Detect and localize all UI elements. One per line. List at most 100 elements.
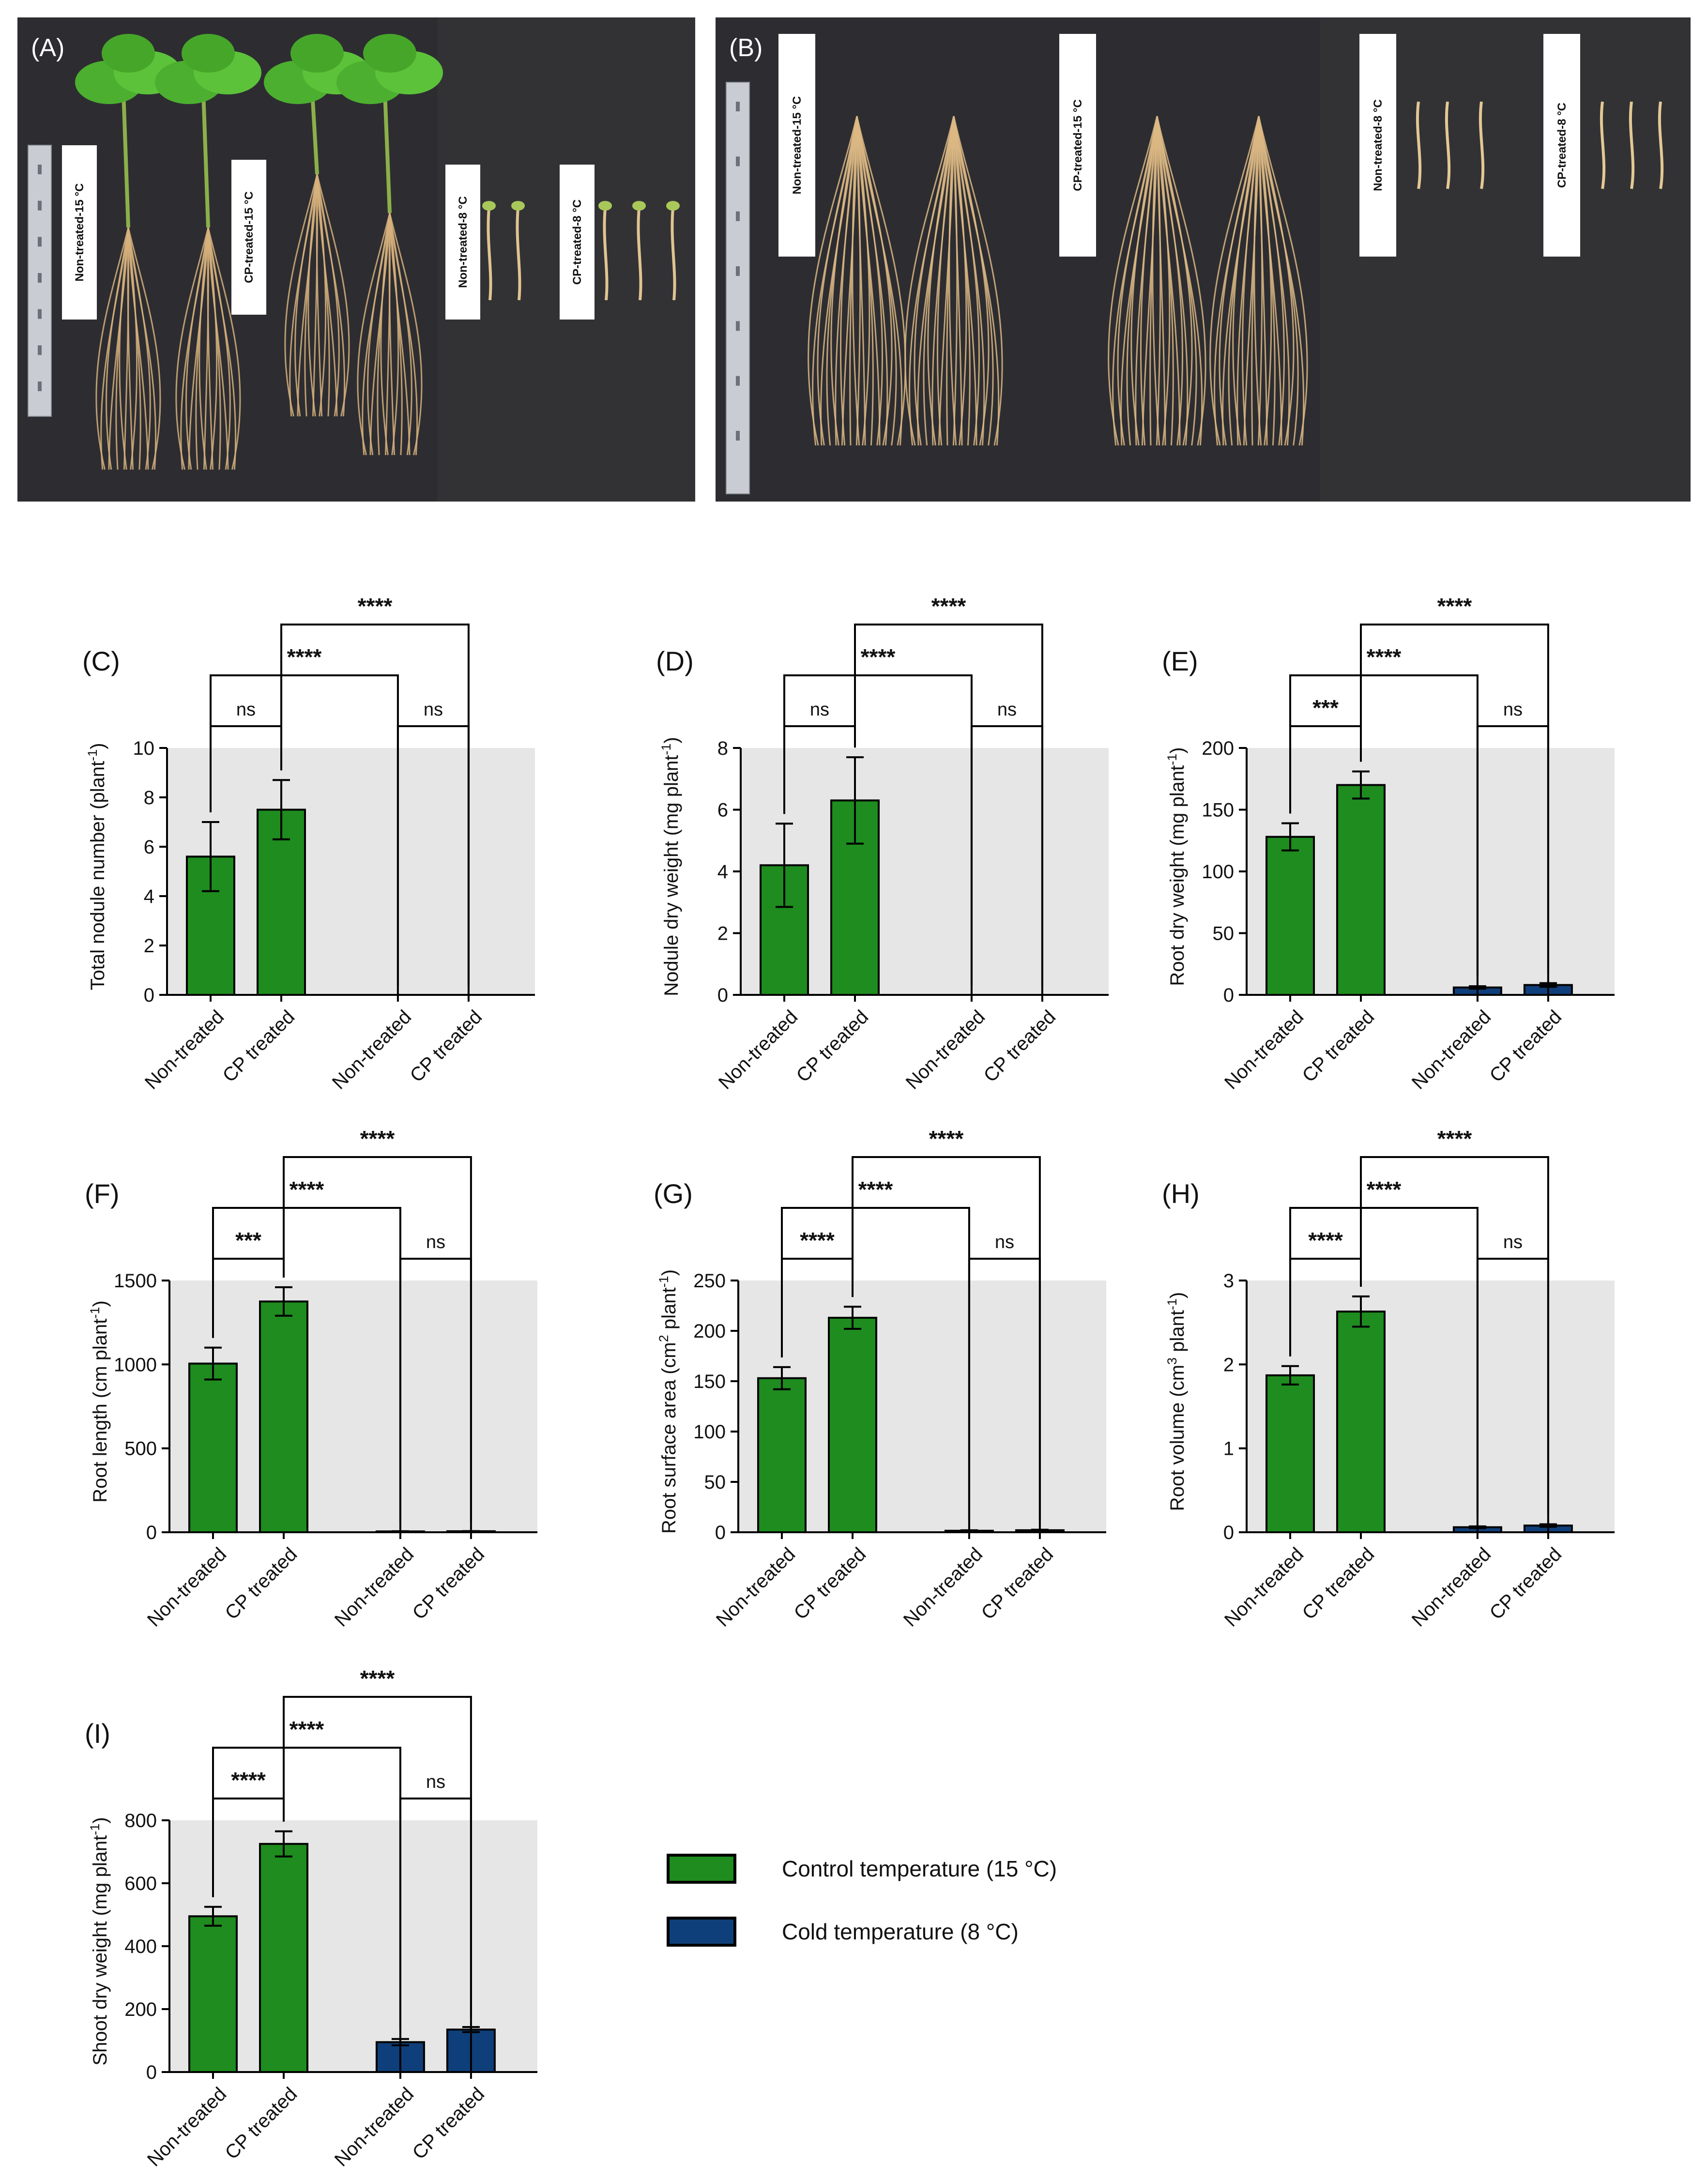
seedling-leaf xyxy=(666,201,680,211)
photo-tag: Non-treated-8 °C xyxy=(1359,34,1396,257)
x-tick-label: Non-treated xyxy=(141,1006,228,1093)
y-axis-label-superscript: -1 xyxy=(1165,754,1179,765)
photo-tag-card xyxy=(1359,34,1396,257)
significance-label: **** xyxy=(290,1177,324,1202)
y-tick-label: 0 xyxy=(717,985,728,1006)
significance-label: ns xyxy=(424,700,443,720)
x-tick-label: CP treated xyxy=(1298,1543,1379,1624)
ruler-mark xyxy=(736,431,740,441)
photo-tag-label: CP-treated-15 °C xyxy=(243,191,256,283)
bar-control xyxy=(188,1362,238,1534)
photo-tag: Non-treated-8 °C xyxy=(445,165,480,320)
significance-label: ns xyxy=(1503,1232,1523,1252)
x-tick-label: CP treated xyxy=(219,1006,299,1086)
y-tick-label: 150 xyxy=(1202,800,1234,821)
x-tick-label: Non-treated xyxy=(143,1543,230,1631)
significance-bracket: **** xyxy=(1360,594,1549,974)
y-axis-label-text: Root dry weight (mg plant xyxy=(1167,765,1188,986)
y-axis-label: Nodule dry weight (mg plant-1) xyxy=(659,737,682,996)
ruler-mark xyxy=(736,376,740,386)
bar-chart-panel: 0 50 100 150 200 250 Root surface area (cm2 pl… xyxy=(654,1126,1106,1631)
y-tick-label: 2 xyxy=(144,935,154,957)
y-tick-label: 1000 xyxy=(114,1354,157,1375)
y-axis-label-text: plant xyxy=(658,1287,680,1335)
significance-bracket: **** xyxy=(1360,1126,1549,1515)
significance-line xyxy=(280,624,470,985)
significance-label: ns xyxy=(236,700,256,720)
x-tick-label: Non-treated xyxy=(715,1006,802,1093)
seedling xyxy=(637,208,642,301)
y-tick-label: 100 xyxy=(1202,861,1234,883)
y-tick-label: 150 xyxy=(693,1371,726,1392)
y-tick-label: 500 xyxy=(124,1438,157,1460)
significance-label: **** xyxy=(360,1666,395,1691)
legend-swatch xyxy=(667,1917,736,1947)
photo-tag-card xyxy=(62,145,97,320)
significance-line xyxy=(854,624,1043,985)
plant-stem xyxy=(122,91,130,228)
plant-stem xyxy=(201,91,210,228)
y-axis-label-text: ) xyxy=(90,1817,111,1823)
ruler-mark xyxy=(38,165,42,174)
leaf xyxy=(182,34,235,73)
y-axis-label-text: plant xyxy=(1167,1310,1188,1357)
legend-label: Control temperature (15 °C) xyxy=(782,1856,1057,1881)
x-tick-label: Non-treated xyxy=(331,2083,418,2170)
plant-stem xyxy=(310,91,319,175)
photo-tag-card xyxy=(1059,34,1096,257)
y-tick-label: 0 xyxy=(1223,1522,1234,1543)
y-axis-label-superscript: 2 xyxy=(656,1335,671,1342)
x-tick-label: CP treated xyxy=(408,1543,488,1624)
y-axis-label: Root dry weight (mg plant-1) xyxy=(1165,747,1188,986)
bar-control xyxy=(188,1915,238,2073)
seedling xyxy=(1600,101,1606,189)
y-axis-label-text: Root volume (cm xyxy=(1167,1365,1188,1511)
photo-tag-label: CP-treated-15 °C xyxy=(1071,99,1084,191)
x-tick-label: CP treated xyxy=(790,1543,870,1624)
significance-line xyxy=(283,1696,472,2018)
y-tick-label: 4 xyxy=(144,886,154,907)
significance-label: **** xyxy=(861,644,896,670)
seedling xyxy=(1629,101,1635,189)
seedling xyxy=(1445,101,1451,189)
x-tick-label: Non-treated xyxy=(1220,1006,1308,1093)
y-tick-label: 250 xyxy=(693,1270,726,1292)
x-tick-label: Non-treated xyxy=(1408,1006,1495,1093)
photo-panel-label: (A) xyxy=(31,34,64,62)
legend-swatch xyxy=(667,1854,736,1884)
y-axis-label-superscript: 3 xyxy=(1165,1357,1179,1365)
significance-label: ns xyxy=(810,700,829,720)
photo-tag: CP-treated-8 °C xyxy=(560,165,595,320)
seedling xyxy=(671,208,676,301)
photo-tag: CP-treated-15 °C xyxy=(1059,34,1096,257)
y-axis-label-text: Root length (cm plant xyxy=(90,1319,111,1503)
photo-tag-card xyxy=(778,34,815,257)
y-axis-label-text: Root surface area (cm xyxy=(658,1342,680,1534)
photo-tag-label: Non-treated-8 °C xyxy=(1372,99,1385,191)
y-axis-label-text: Nodule dry weight (mg plant xyxy=(661,755,682,996)
significance-bracket: **** xyxy=(212,1717,401,2029)
seedling-leaf xyxy=(482,201,496,211)
ruler-mark xyxy=(38,381,42,391)
y-axis-label-text: Total nodule number (plant xyxy=(87,761,108,991)
significance-line xyxy=(1289,674,1479,977)
photo-tag-card xyxy=(445,165,480,320)
x-tick-label: CP treated xyxy=(408,2083,488,2164)
ruler-mark xyxy=(38,273,42,283)
x-tick-label: CP treated xyxy=(221,1543,302,1624)
x-tick-label: CP treated xyxy=(1298,1006,1379,1086)
legend-label: Cold temperature (8 °C) xyxy=(782,1919,1019,1944)
photo-tag-label: Non-treated-15 °C xyxy=(791,96,804,195)
significance-line xyxy=(212,1207,401,1522)
panel-label: (E) xyxy=(1162,646,1198,676)
y-tick-label: 2 xyxy=(1223,1354,1234,1375)
significance-line xyxy=(783,674,973,985)
significance-label: *** xyxy=(1312,695,1339,720)
significance-label: **** xyxy=(358,594,393,619)
panel-label: (F) xyxy=(85,1178,120,1209)
significance-line xyxy=(1289,1207,1479,1517)
y-tick-label: 200 xyxy=(693,1321,726,1342)
x-tick-label: Non-treated xyxy=(712,1543,799,1631)
